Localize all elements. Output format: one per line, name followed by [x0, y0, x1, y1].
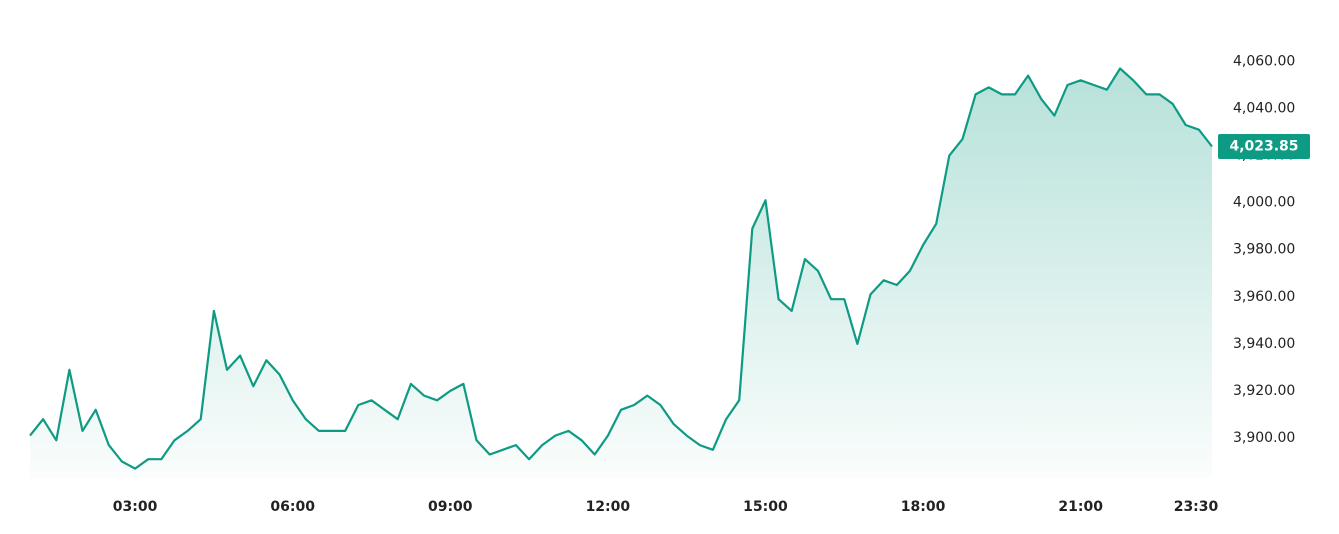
x-tick-label: 09:00: [428, 499, 473, 515]
x-tick-label: 06:00: [270, 499, 315, 515]
y-tick-label: 4,000.00: [1233, 195, 1295, 211]
price-line: [29, 67, 1213, 470]
last-price-badge: [1218, 134, 1310, 160]
x-tick-label: 03:00: [113, 499, 158, 515]
y-tick-label: 3,900.00: [1233, 430, 1295, 446]
x-tick-label: 23:30: [1174, 499, 1219, 515]
y-tick-label: 3,960.00: [1233, 289, 1295, 305]
area: [30, 68, 1212, 478]
y-tick-label: 4,060.00: [1233, 53, 1295, 69]
last-price-label: 4,023.85: [1229, 139, 1298, 155]
x-tick-label: 18:00: [901, 499, 946, 515]
y-tick-label: 3,980.00: [1233, 242, 1295, 258]
x-tick-label: 15:00: [743, 499, 788, 515]
y-tick-label: 3,920.00: [1233, 383, 1295, 399]
y-tick-label: 3,940.00: [1233, 336, 1295, 352]
y-tick-label: 4,040.00: [1233, 101, 1295, 117]
x-tick-label: 21:00: [1058, 499, 1103, 515]
x-tick-label: 12:00: [586, 499, 631, 515]
